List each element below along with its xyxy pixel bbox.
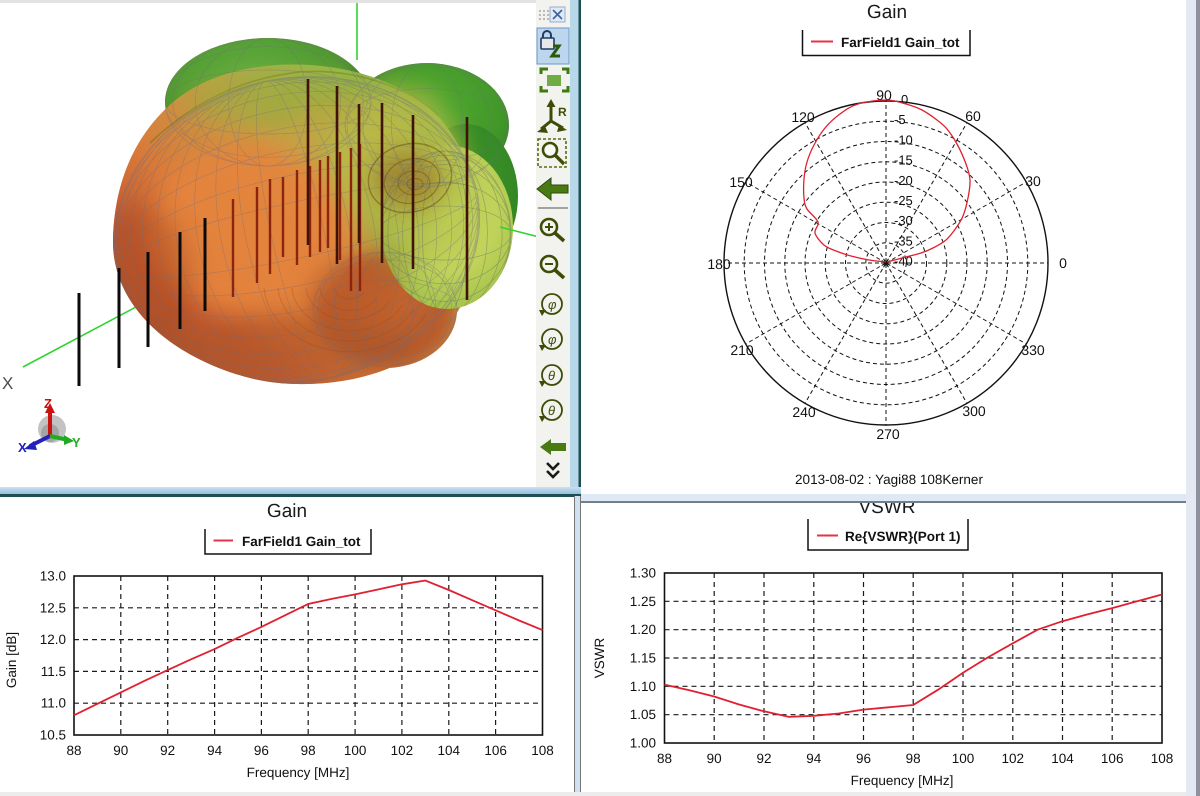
svg-text:100: 100 bbox=[952, 751, 975, 766]
svg-text:Frequency [MHz]: Frequency [MHz] bbox=[851, 773, 954, 788]
svg-text:θ: θ bbox=[548, 368, 555, 383]
svg-text:96: 96 bbox=[856, 751, 871, 766]
svg-text:11.0: 11.0 bbox=[41, 696, 66, 711]
svg-text:Z: Z bbox=[44, 396, 52, 411]
svg-text:30: 30 bbox=[1025, 173, 1041, 189]
svg-text:Gain: Gain bbox=[267, 501, 307, 522]
svg-text:-30: -30 bbox=[894, 213, 913, 228]
svg-text:98: 98 bbox=[906, 751, 921, 766]
svg-text:11.5: 11.5 bbox=[41, 664, 66, 679]
svg-text:102: 102 bbox=[1002, 751, 1025, 766]
svg-text:-35: -35 bbox=[894, 233, 913, 248]
svg-text:-5: -5 bbox=[894, 112, 906, 127]
svg-text:Y: Y bbox=[72, 435, 81, 450]
svg-text:φ: φ bbox=[548, 332, 557, 347]
svg-text:102: 102 bbox=[391, 743, 414, 758]
svg-text:108: 108 bbox=[531, 743, 554, 758]
svg-text:90: 90 bbox=[707, 751, 722, 766]
svg-text:φ: φ bbox=[548, 297, 557, 312]
svg-text:106: 106 bbox=[484, 743, 507, 758]
svg-text:88: 88 bbox=[657, 751, 672, 766]
svg-text:FarField1 Gain_tot: FarField1 Gain_tot bbox=[841, 35, 960, 50]
svg-text:1.05: 1.05 bbox=[630, 707, 656, 722]
svg-text:X: X bbox=[18, 440, 27, 455]
svg-text:270: 270 bbox=[876, 426, 900, 442]
svg-text:12.5: 12.5 bbox=[40, 600, 66, 615]
svg-text:210: 210 bbox=[730, 342, 754, 358]
svg-text:-40: -40 bbox=[894, 254, 913, 269]
svg-text:98: 98 bbox=[301, 743, 316, 758]
svg-text:108: 108 bbox=[1151, 751, 1174, 766]
svg-text:120: 120 bbox=[791, 109, 815, 125]
svg-text:240: 240 bbox=[792, 404, 816, 420]
svg-text:92: 92 bbox=[756, 751, 771, 766]
svg-text:10.5: 10.5 bbox=[40, 728, 66, 743]
svg-text:Frequency [MHz]: Frequency [MHz] bbox=[247, 765, 350, 780]
svg-text:X: X bbox=[2, 374, 13, 393]
svg-text:VSWR: VSWR bbox=[592, 637, 607, 678]
svg-text:1.15: 1.15 bbox=[630, 651, 656, 666]
svg-text:104: 104 bbox=[438, 743, 461, 758]
svg-text:94: 94 bbox=[207, 743, 223, 758]
svg-text:1.25: 1.25 bbox=[630, 594, 656, 609]
svg-text:100: 100 bbox=[344, 743, 367, 758]
svg-text:88: 88 bbox=[66, 743, 81, 758]
svg-text:1.10: 1.10 bbox=[630, 679, 656, 694]
svg-text:94: 94 bbox=[806, 751, 822, 766]
svg-text:300: 300 bbox=[962, 403, 986, 419]
svg-text:0: 0 bbox=[1059, 255, 1067, 271]
svg-text:12.0: 12.0 bbox=[40, 632, 66, 647]
svg-text:-20: -20 bbox=[894, 173, 913, 188]
svg-text:150: 150 bbox=[729, 174, 753, 190]
svg-text:180: 180 bbox=[707, 256, 731, 272]
svg-text:330: 330 bbox=[1021, 342, 1045, 358]
svg-text:1.30: 1.30 bbox=[630, 566, 656, 581]
svg-text:1.20: 1.20 bbox=[630, 622, 656, 637]
svg-text:R: R bbox=[558, 105, 567, 119]
svg-text:Re{VSWR}(Port 1): Re{VSWR}(Port 1) bbox=[845, 529, 961, 544]
svg-text:VSWR: VSWR bbox=[859, 502, 916, 518]
svg-text:92: 92 bbox=[160, 743, 175, 758]
svg-text:θ: θ bbox=[548, 403, 555, 418]
svg-text:-10: -10 bbox=[894, 132, 913, 147]
svg-text:2013-08-02 : Yagi88 108Kerner: 2013-08-02 : Yagi88 108Kerner bbox=[795, 472, 983, 487]
svg-text:90: 90 bbox=[876, 87, 892, 103]
svg-text:-25: -25 bbox=[894, 193, 913, 208]
svg-text:90: 90 bbox=[113, 743, 128, 758]
svg-text:60: 60 bbox=[965, 108, 981, 124]
svg-text:Gain [dB]: Gain [dB] bbox=[4, 632, 19, 688]
svg-text:Gain: Gain bbox=[867, 2, 907, 23]
svg-text:0: 0 bbox=[901, 92, 908, 107]
svg-text:-15: -15 bbox=[894, 153, 913, 168]
svg-text:96: 96 bbox=[254, 743, 269, 758]
svg-text:104: 104 bbox=[1051, 751, 1074, 766]
svg-text:1.00: 1.00 bbox=[630, 736, 656, 751]
svg-text:13.0: 13.0 bbox=[40, 569, 66, 584]
svg-text:FarField1 Gain_tot: FarField1 Gain_tot bbox=[242, 534, 361, 549]
svg-text:106: 106 bbox=[1101, 751, 1124, 766]
